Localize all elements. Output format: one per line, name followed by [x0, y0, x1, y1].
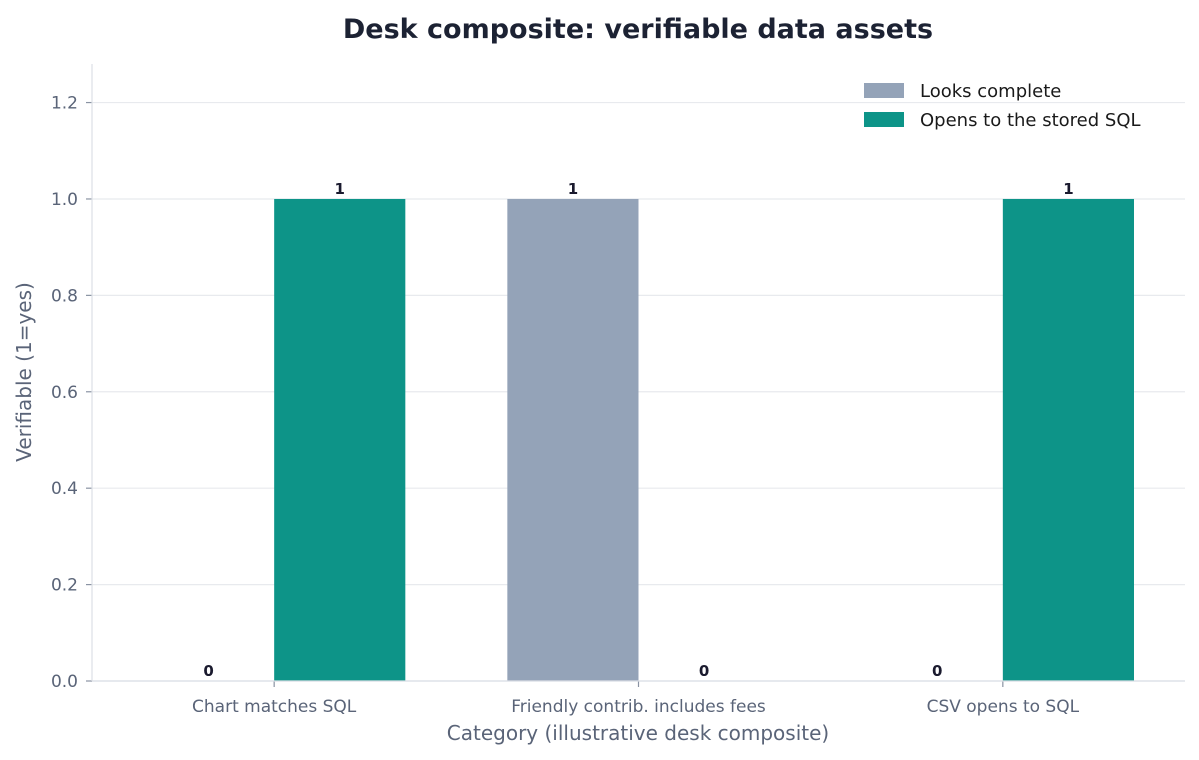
- x-tick-label: CSV opens to SQL: [927, 697, 1080, 717]
- legend-swatch: [864, 83, 904, 98]
- data-label: 1: [1063, 180, 1073, 198]
- y-tick-label: 1.2: [51, 94, 78, 114]
- legend: Looks complete Opens to the stored SQL: [864, 81, 1141, 131]
- y-tick-label: 0.6: [51, 383, 78, 403]
- x-axis-label: Category (illustrative desk composite): [447, 721, 829, 745]
- data-label: 0: [203, 662, 213, 680]
- y-axis-label: Verifiable (1=yes): [12, 282, 36, 462]
- chart-title: Desk composite: verifiable data assets: [343, 14, 933, 45]
- x-tick-label: Chart matches SQL: [192, 697, 357, 717]
- y-tick-label: 0.4: [51, 479, 78, 499]
- data-label: 1: [335, 180, 345, 198]
- x-tick-label: Friendly contrib. includes fees: [511, 697, 766, 717]
- data-label: 0: [699, 662, 709, 680]
- bar-opens-to-sql: [274, 198, 406, 681]
- y-tick-label: 1.0: [51, 190, 78, 210]
- y-tick-label: 0.2: [51, 576, 78, 596]
- legend-label: Opens to the stored SQL: [920, 110, 1141, 131]
- y-tick-label: 0.8: [51, 286, 78, 306]
- bar-looks-complete: [507, 198, 639, 681]
- bars: [274, 198, 1134, 681]
- legend-label: Looks complete: [920, 81, 1061, 102]
- legend-swatch: [864, 112, 904, 127]
- axes: [86, 64, 1185, 687]
- bar-opens-to-sql: [1002, 198, 1134, 681]
- y-tick-label: 0.0: [51, 672, 78, 692]
- data-labels: 0 1 1 0 0 1: [203, 180, 1073, 680]
- tick-labels: 0.0 0.2 0.4 0.6 0.8 1.0 1.2 Chart matches SQL Fr…: [51, 94, 1080, 717]
- data-label: 1: [568, 180, 578, 198]
- data-label: 0: [932, 662, 942, 680]
